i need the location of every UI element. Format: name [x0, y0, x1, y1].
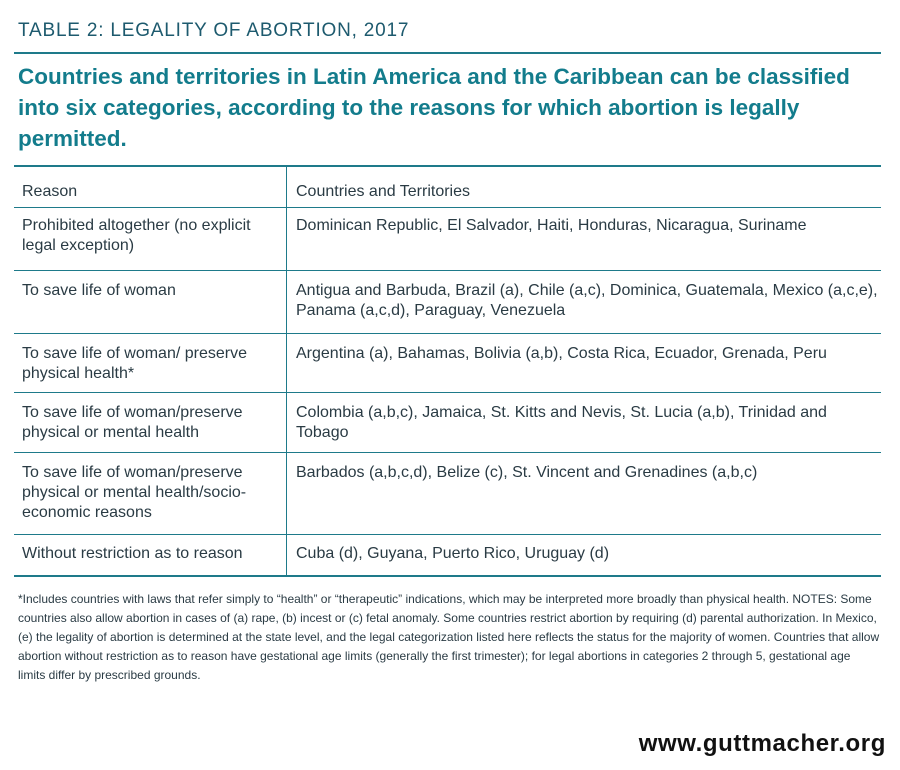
- countries-cell: Colombia (a,b,c), Jamaica, St. Kitts and…: [296, 404, 827, 441]
- column-divider: [286, 166, 287, 207]
- table-row: To save life of woman/ preserve physical…: [14, 334, 881, 393]
- table-row: To save life of woman Antigua and Barbud…: [14, 271, 881, 334]
- column-divider: [286, 334, 287, 392]
- column-header-countries: Countries and Territories: [296, 183, 471, 200]
- divider: [14, 52, 881, 54]
- reason-cell: To save life of woman: [22, 282, 176, 299]
- countries-cell: Barbados (a,b,c,d), Belize (c), St. Vinc…: [296, 464, 758, 481]
- reason-cell: To save life of woman/ preserve physical…: [22, 345, 247, 382]
- table-label: TABLE 2: LEGALITY OF ABORTION, 2017: [18, 20, 410, 41]
- reason-cell: To save life of woman/preserve physical …: [22, 404, 243, 441]
- column-divider: [286, 208, 287, 270]
- headline: Countries and territories in Latin Ameri…: [18, 64, 850, 151]
- legality-table: Reason Countries and Territories Prohibi…: [14, 166, 881, 577]
- table-row: Prohibited altogether (no explicit legal…: [14, 208, 881, 271]
- table-row: Without restriction as to reason Cuba (d…: [14, 535, 881, 577]
- reason-cell: Prohibited altogether (no explicit legal…: [22, 217, 251, 254]
- countries-cell: Dominican Republic, El Salvador, Haiti, …: [296, 217, 807, 234]
- divider: [14, 165, 881, 167]
- countries-cell: Argentina (a), Bahamas, Bolivia (a,b), C…: [296, 345, 827, 362]
- reason-cell: To save life of woman/preserve physical …: [22, 464, 247, 521]
- column-divider: [286, 271, 287, 333]
- column-divider: [286, 453, 287, 534]
- table-header-row: Reason Countries and Territories: [14, 166, 881, 208]
- column-header-reason: Reason: [22, 183, 78, 200]
- reason-cell: Without restriction as to reason: [22, 545, 243, 562]
- countries-cell: Cuba (d), Guyana, Puerto Rico, Uruguay (…: [296, 545, 610, 562]
- table-row: To save life of woman/preserve physical …: [14, 393, 881, 453]
- column-divider: [286, 535, 287, 575]
- website-url: www.guttmacher.org: [638, 730, 886, 757]
- countries-cell: Antigua and Barbuda, Brazil (a), Chile (…: [296, 282, 878, 319]
- table-row: To save life of woman/preserve physical …: [14, 453, 881, 535]
- footnote: *Includes countries with laws that refer…: [18, 592, 880, 682]
- column-divider: [286, 393, 287, 452]
